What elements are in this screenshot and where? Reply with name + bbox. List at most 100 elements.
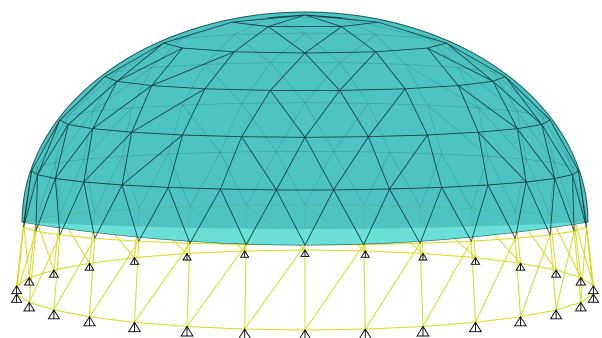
mesh-edge [549,119,579,171]
mesh-edge [549,119,573,167]
truss-member [16,293,30,303]
support [47,309,61,320]
truss-member [59,234,95,239]
mesh-edge [541,119,551,125]
truss-member [365,326,424,330]
support [300,249,310,257]
support [23,301,36,312]
mesh-edge [458,85,518,130]
mesh-edge [441,184,488,188]
truss-member [555,301,581,311]
mesh-edge [427,104,489,157]
mesh-edge [83,156,123,160]
mesh-edge [116,47,183,82]
mesh-edge [35,178,56,232]
truss-member [134,253,188,259]
mesh-edge [241,103,277,152]
mesh-edge [83,107,132,160]
truss-member [520,234,551,317]
mesh-edge [367,136,390,190]
truss-member [422,240,472,327]
mesh-edge [333,151,390,153]
mesh-edge [276,151,306,206]
truss-member [186,326,245,330]
mesh-edge [341,17,428,39]
mesh-edge [304,51,376,54]
supports [10,249,600,338]
truss-member [580,227,587,303]
mesh-edge [83,159,95,212]
mesh-edge [404,64,479,109]
truss-member [555,269,581,279]
mesh-edge [138,187,169,242]
mesh-edge [68,76,106,116]
mesh-edge [446,42,506,77]
mesh-edge [220,136,243,190]
truss-member [422,253,476,259]
mesh-edge [441,187,472,242]
mesh-edge [204,34,235,65]
mesh-edge [182,64,206,106]
support [360,250,371,258]
mesh-edge [269,90,306,138]
mesh-edge [458,67,518,112]
mesh-edge [571,174,587,228]
mesh-edge [389,188,421,244]
mesh-edge [333,188,390,191]
mesh-edge [168,104,183,154]
mesh-edge [163,21,232,44]
support [23,276,35,286]
mesh-edge [427,104,479,109]
mesh-edge [572,166,579,171]
mesh-edge [339,34,376,63]
mesh-edge [83,181,96,239]
mesh-edge [427,37,494,72]
mesh-edge [457,85,479,133]
truss-member [189,242,247,246]
mesh-edge [577,170,587,223]
mesh-edge [37,115,69,167]
mesh-edge [37,162,56,167]
mesh-edge [122,184,169,188]
truss-member [244,244,247,330]
mesh-edge [339,88,406,91]
mesh-edge [441,153,488,157]
mesh-edge [270,62,306,103]
mesh-edge [204,64,242,104]
mesh-edge [571,174,575,232]
mesh-edge [151,47,183,86]
mesh-edge [304,136,369,138]
truss-member [16,227,25,295]
mesh-edge [204,88,271,91]
mesh-edge [504,76,543,125]
mesh-edge [375,47,428,53]
mesh-edge [104,42,164,77]
truss-member [29,301,55,311]
support [238,328,251,338]
truss-member [364,243,421,330]
support [416,325,430,337]
truss-member [23,226,37,232]
mesh-edge [492,71,518,112]
mesh-edge [151,64,205,68]
mesh-edge [37,124,69,175]
mesh-edge [59,181,85,236]
mesh-edge [304,102,334,152]
mesh-edge [151,51,235,87]
mesh-edge [220,188,247,245]
support [550,269,562,278]
truss-member [520,309,557,318]
mesh-edge [116,67,152,72]
truss-member [244,249,306,252]
truss-member [35,218,55,271]
mesh-edge [231,21,269,28]
mesh-edge [189,188,221,244]
mesh-edge [487,184,516,239]
mesh-edge [333,189,365,245]
mesh-edge [269,52,306,91]
mesh-edge [138,153,169,209]
truss-member [134,241,140,323]
mesh-edge [419,153,442,207]
mesh-edge [572,170,579,176]
mesh-edge [182,34,235,39]
